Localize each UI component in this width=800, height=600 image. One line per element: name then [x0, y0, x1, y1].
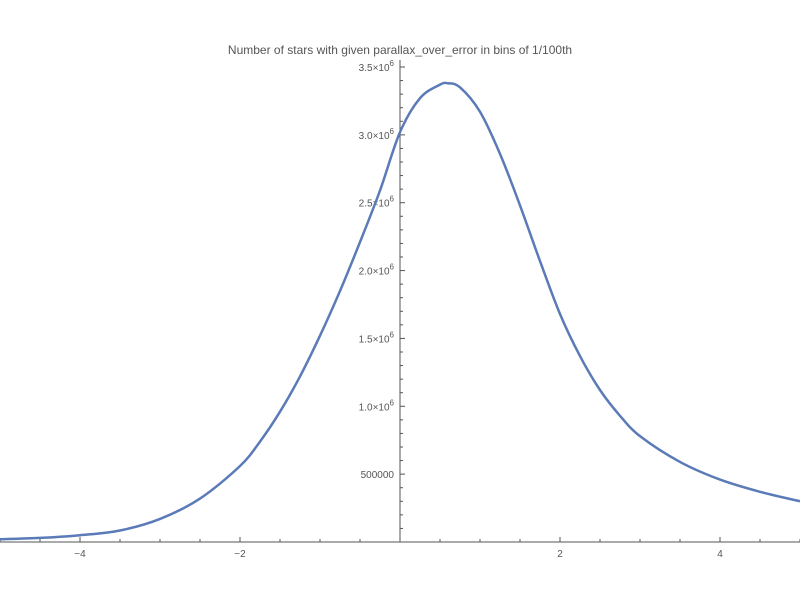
y-tick-label: 1.0×106 — [359, 398, 395, 413]
x-tick-label: 4 — [717, 549, 723, 560]
chart-title: Number of stars with given parallax_over… — [228, 43, 572, 57]
y-tick-label: 500000 — [361, 470, 395, 481]
x-tick-label: 2 — [557, 549, 563, 560]
x-tick-label: −4 — [74, 549, 86, 560]
y-tick-label: 3.0×106 — [359, 127, 395, 142]
x-tick-label: −2 — [234, 549, 246, 560]
series-layer — [0, 81, 800, 541]
y-tick-label: 1.5×106 — [359, 330, 395, 345]
y-tick-label: 2.0×106 — [359, 263, 395, 278]
series-line — [0, 81, 800, 541]
y-tick-label: 3.5×106 — [359, 59, 395, 74]
